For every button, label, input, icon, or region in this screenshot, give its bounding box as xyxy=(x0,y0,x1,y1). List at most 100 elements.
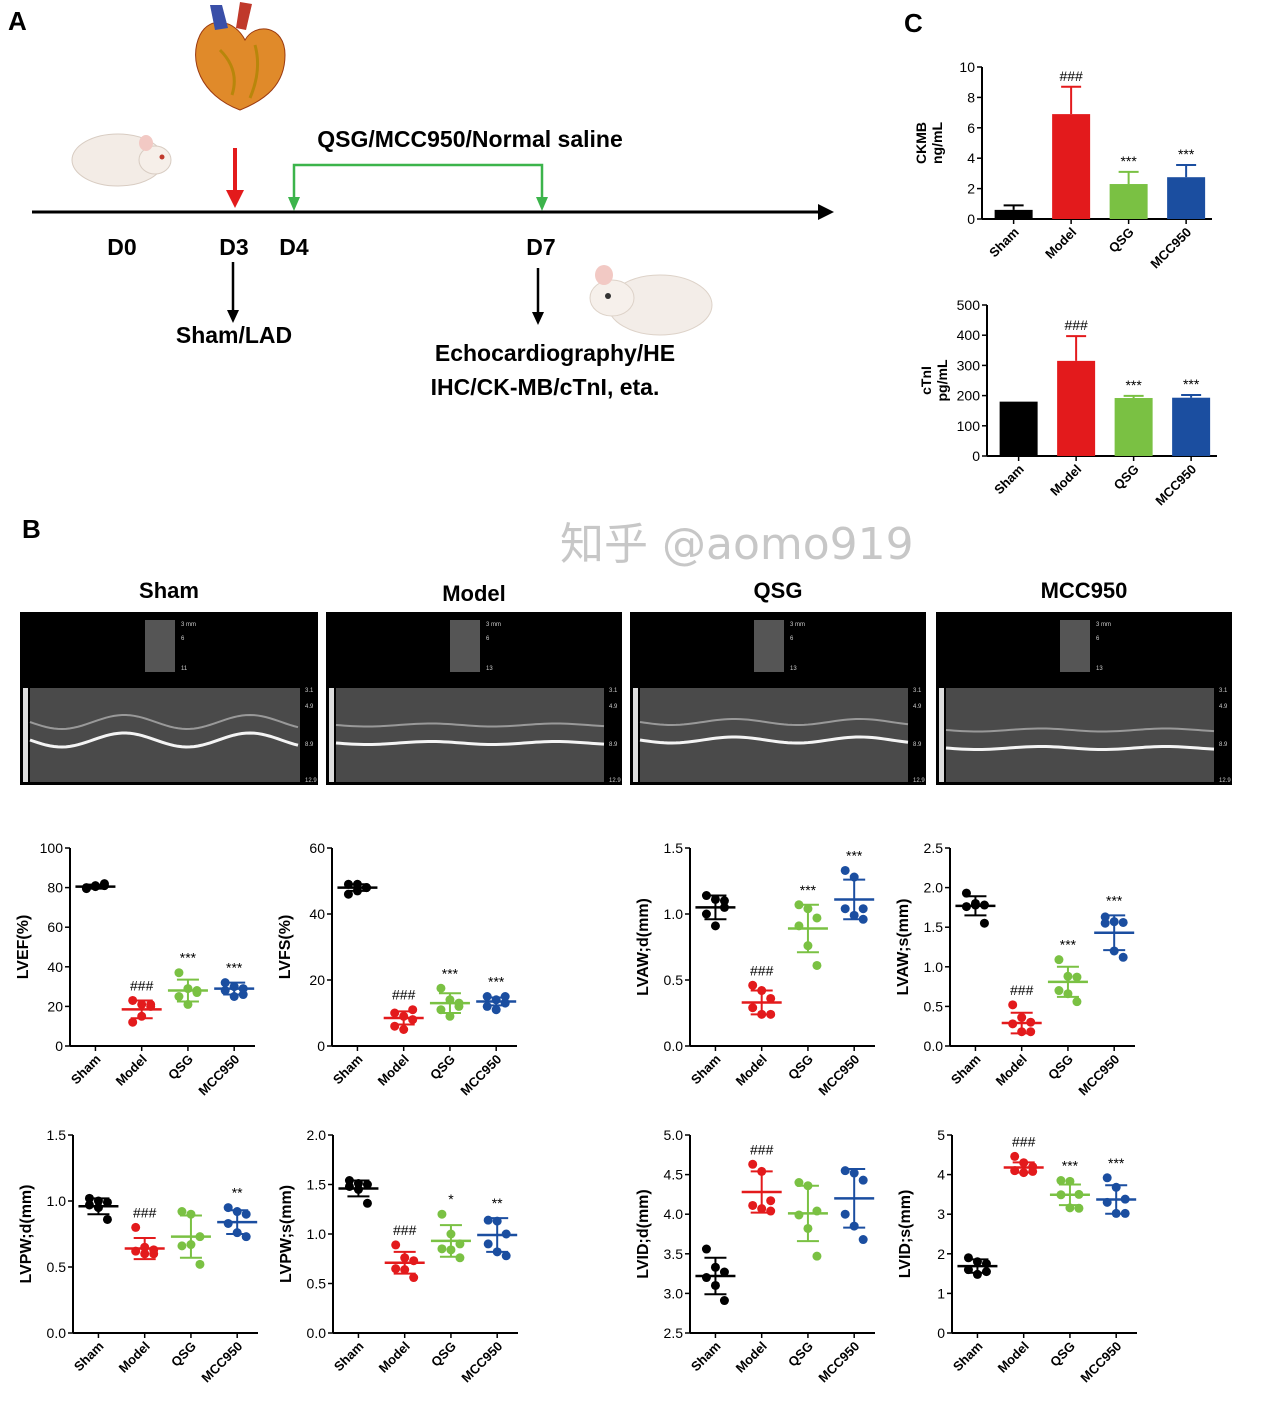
significance-label: ### xyxy=(130,977,154,993)
x-tick-label: Model xyxy=(733,1339,770,1376)
y-tick-label: 20 xyxy=(47,998,63,1014)
day-label: D4 xyxy=(279,234,309,260)
y-tick-label: 4 xyxy=(967,150,975,166)
echo-thumbnail xyxy=(754,620,784,672)
data-point xyxy=(981,1267,991,1277)
x-tick-label: QSG xyxy=(168,1339,199,1370)
y-tick-label: 1.5 xyxy=(664,840,684,856)
y-tick-label: 6 xyxy=(967,120,975,136)
data-point xyxy=(436,983,446,993)
x-tick-label: QSG xyxy=(1047,1339,1078,1370)
x-tick-label: MCC950 xyxy=(1075,1052,1122,1099)
y-axis-label: LVPW;s(mm) xyxy=(278,1185,295,1283)
data-point xyxy=(766,1196,776,1206)
x-tick-label: Sham xyxy=(991,462,1027,498)
timeline-arrowhead-icon xyxy=(818,204,834,220)
y-tick-label: 1.0 xyxy=(47,1193,67,1209)
y-tick-label: 1 xyxy=(937,1285,945,1301)
data-point xyxy=(1102,1173,1112,1183)
data-point xyxy=(362,1180,372,1189)
y-tick-label: 80 xyxy=(47,880,63,896)
y-tick-label: 1.0 xyxy=(924,959,944,975)
significance-label: *** xyxy=(1062,1158,1079,1174)
y-tick-label: 1.5 xyxy=(307,1177,327,1193)
y-axis-label: LVID;s(mm) xyxy=(897,1190,914,1279)
significance-label: ### xyxy=(133,1204,157,1220)
green-arrow-icon xyxy=(536,197,548,211)
wall-trace xyxy=(335,722,605,728)
data-point xyxy=(719,896,729,906)
data-point xyxy=(1028,1166,1038,1176)
data-point xyxy=(1056,1176,1066,1186)
significance-label: *** xyxy=(1183,376,1200,392)
data-point xyxy=(343,889,353,899)
x-tick-label: QSG xyxy=(165,1052,196,1083)
significance-label: ** xyxy=(232,1185,243,1201)
x-tick-label: Sham xyxy=(331,1339,367,1375)
depth-scale-label: 8.9 xyxy=(305,742,314,748)
y-tick-label: 0.5 xyxy=(47,1259,67,1275)
day-label: D7 xyxy=(526,234,556,260)
bar-sham xyxy=(999,401,1038,456)
heart-illustration xyxy=(195,2,286,111)
echo-image-sham: 3 mm 6 11 3.1 4.9 8.9 12.9 xyxy=(20,612,318,785)
data-point xyxy=(223,1218,233,1228)
x-tick-label: MCC950 xyxy=(457,1052,504,1099)
significance-label: ### xyxy=(392,987,416,1003)
chart-lvaws: 0.0 0.5 1.0 1.5 2.0 2.5 LVAW;s(mm) Sham Model ###… xyxy=(895,840,1135,1099)
thumb-scale-label: 6 xyxy=(1096,636,1100,642)
data-point xyxy=(963,1253,973,1263)
data-point xyxy=(858,904,868,914)
data-point xyxy=(391,1264,401,1274)
depth-scale-label: 3.1 xyxy=(609,688,618,694)
y-tick-label: 4 xyxy=(937,1167,945,1183)
y-tick-label: 500 xyxy=(957,297,981,313)
data-point xyxy=(437,1209,447,1219)
bar-model xyxy=(1057,360,1096,456)
significance-label: ### xyxy=(1012,1133,1036,1149)
y-axis-label: LVAW;d(mm) xyxy=(635,898,652,996)
day-label: D3 xyxy=(219,234,249,260)
data-point xyxy=(131,1222,141,1232)
depth-scale-label: 8.9 xyxy=(913,742,922,748)
data-point xyxy=(840,1166,850,1176)
data-point xyxy=(812,1251,822,1261)
data-point xyxy=(408,1005,418,1015)
data-point xyxy=(362,1198,372,1208)
y-tick-label: 3.5 xyxy=(664,1246,684,1262)
y-tick-label: 0 xyxy=(972,448,980,464)
y-tick-label: 2.5 xyxy=(664,1325,684,1341)
wall-trace xyxy=(945,727,1215,733)
y-axis-label: LVID;d(mm) xyxy=(635,1189,652,1278)
data-point xyxy=(390,1008,400,1018)
x-tick-label: QSG xyxy=(1045,1052,1076,1083)
thumb-scale-label: 3 mm xyxy=(1096,622,1111,628)
y-tick-label: 60 xyxy=(309,840,325,856)
data-point xyxy=(436,1005,446,1015)
thumb-scale-label: 6 xyxy=(181,636,185,642)
significance-label: *** xyxy=(1125,377,1142,393)
x-tick-label: QSG xyxy=(428,1339,459,1370)
thumb-scale-label: 3 mm xyxy=(486,622,501,628)
bar-model xyxy=(1052,114,1091,219)
data-point xyxy=(840,1209,850,1219)
data-point xyxy=(748,1200,758,1210)
y-tick-label: 1.0 xyxy=(307,1226,327,1242)
y-tick-label: 2 xyxy=(937,1246,945,1262)
y-axis-label: LVEF(%) xyxy=(15,915,32,980)
x-tick-label: MCC950 xyxy=(458,1339,505,1386)
y-tick-label: 2.0 xyxy=(307,1127,327,1143)
echo-image-qsg: 3 mm 6 13 3.1 4.9 8.9 12.9 xyxy=(630,612,926,785)
x-tick-label: MCC950 xyxy=(815,1339,862,1386)
significance-label: *** xyxy=(1120,153,1137,169)
data-point xyxy=(840,865,850,875)
y-tick-label: 400 xyxy=(957,327,981,343)
data-point xyxy=(748,1159,758,1169)
significance-label: *** xyxy=(1060,937,1077,953)
data-point xyxy=(102,1197,112,1207)
assays-label-2: IHC/CK-MB/cTnI, eta. xyxy=(430,374,660,400)
x-tick-label: Model xyxy=(375,1052,412,1089)
chart-lvids: 0 1 2 3 4 5 LVID;s(mm) Sham Model ### QSG *** MCC950… xyxy=(897,1127,1137,1385)
depth-scale-label: 3.1 xyxy=(913,688,922,694)
data-point xyxy=(390,1021,400,1031)
